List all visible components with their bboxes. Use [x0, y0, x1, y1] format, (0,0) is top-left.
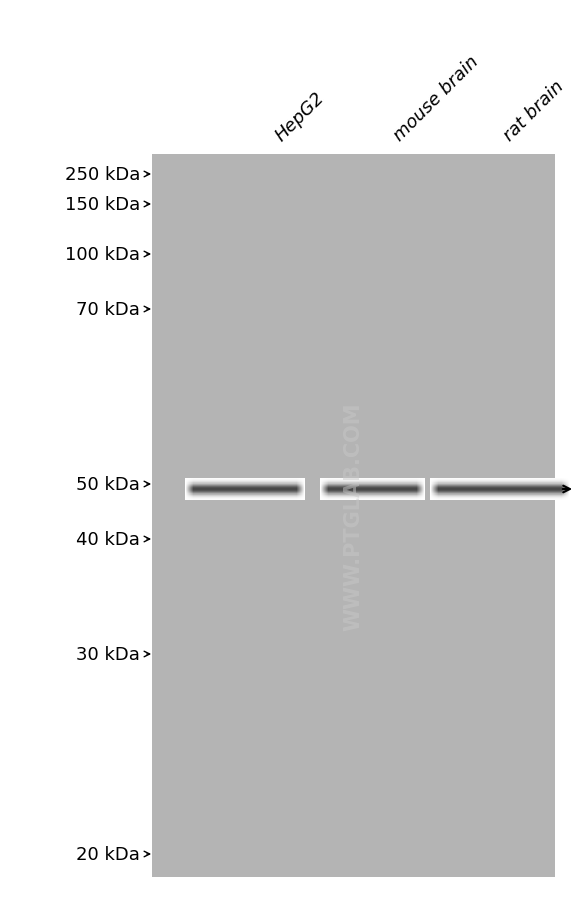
- Text: rat brain: rat brain: [500, 78, 567, 145]
- Text: 100 kDa: 100 kDa: [65, 245, 140, 263]
- Text: WWW.PTGLAB.COM: WWW.PTGLAB.COM: [343, 401, 363, 630]
- Text: 30 kDa: 30 kDa: [76, 645, 140, 663]
- Text: 70 kDa: 70 kDa: [76, 300, 140, 318]
- Text: 250 kDa: 250 kDa: [64, 166, 140, 184]
- Text: 50 kDa: 50 kDa: [76, 475, 140, 493]
- Text: 20 kDa: 20 kDa: [76, 845, 140, 863]
- Text: mouse brain: mouse brain: [390, 53, 482, 145]
- Text: 40 kDa: 40 kDa: [76, 530, 140, 548]
- Text: HepG2: HepG2: [272, 88, 328, 145]
- Text: 150 kDa: 150 kDa: [65, 196, 140, 214]
- Bar: [152, 155, 555, 877]
